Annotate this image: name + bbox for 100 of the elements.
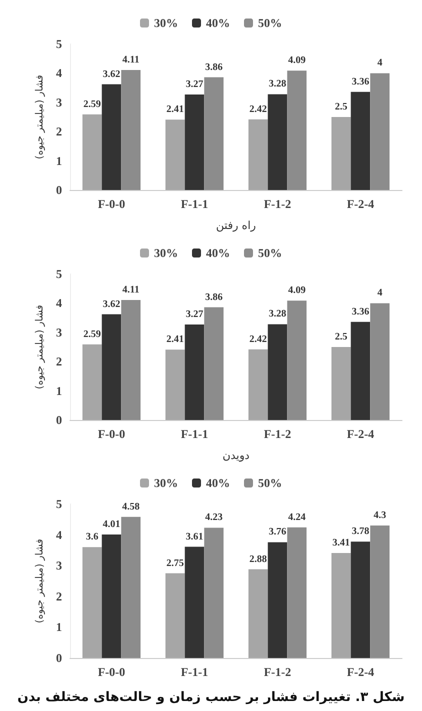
x-tick-label: F-1-2 [264,665,292,679]
data-label: 2.59 [83,328,101,340]
data-label: 2.42 [249,334,267,345]
x-tick-label: F-2-4 [346,427,374,441]
legend-label: 40% [206,16,230,30]
data-label: 4.11 [122,284,140,296]
bar [350,92,370,190]
bar [287,70,307,190]
legend-label: 40% [206,246,230,260]
y-tick-label: 5 [56,497,62,511]
y-tick-label: 4 [56,296,62,310]
text: شکل ۳. تغییرات فشار بر حسب زمان و حالت‌های مختلف بدن [17,690,405,705]
y-tick-label: 2 [56,354,62,369]
data-label: 3.36 [352,76,370,88]
data-label: 3.78 [352,526,370,538]
data-label: 4.01 [102,518,120,530]
data-label: 3.62 [102,298,120,310]
data-label: 2.41 [166,334,184,346]
x-axis-title: راه رفتن [216,219,256,232]
bar [102,84,122,190]
data-label: 3.86 [205,292,223,303]
bar [102,314,122,420]
bar [268,94,288,190]
bar [287,300,307,420]
legend-label: 30% [154,246,178,260]
data-label: 3.86 [205,62,223,73]
data-label: 4.3 [374,510,386,522]
x-tick-label: F-0-0 [98,427,126,441]
bar [370,73,390,190]
bar [184,546,204,658]
bar [82,547,102,658]
y-tick-label: 4 [56,66,62,80]
y-axis-title: فشار (میلیمتر جیوه) [34,304,46,390]
y-tick-label: 0 [56,413,62,427]
legend-label: 30% [154,16,178,30]
bar [184,94,204,190]
bar [248,119,268,190]
x-tick-label: F-1-2 [264,197,292,211]
data-label: 2.88 [249,554,267,565]
bar [350,322,370,420]
y-tick-label: 2 [56,589,62,604]
bar [287,527,307,658]
data-label: 2.5 [334,102,348,112]
bar [165,120,185,190]
bar [331,347,351,420]
data-label: 3.28 [268,308,286,320]
data-label: 3.61 [186,531,204,542]
bar [204,528,224,658]
x-tick-label: F-2-4 [346,665,374,679]
bar [268,542,288,658]
y-tick-label: 3 [56,558,62,573]
bar [102,534,122,658]
legend-label: 30% [154,476,178,490]
data-label: 3.76 [268,526,286,538]
data-label: 4.24 [288,512,306,523]
y-axis-title: فشار (میلیمتر جیوه) [34,538,46,624]
data-label: 3.41 [332,537,350,548]
legend-label: 40% [206,476,230,490]
data-label: 2.59 [83,98,101,110]
bar [121,300,141,420]
data-label: 3.28 [268,78,286,90]
bar [370,526,390,658]
data-label: 2.41 [166,104,184,116]
y-tick-label: 3 [56,325,62,340]
x-tick-label: F-2-4 [346,197,374,211]
bar [331,117,351,190]
legend-label: 50% [258,16,282,30]
y-tick-label: 1 [56,620,62,634]
x-tick-label: F-1-2 [264,427,292,441]
y-tick-label: 1 [56,154,62,168]
bar [121,70,141,190]
data-label: 4 [377,288,382,299]
bar [248,349,268,420]
bar [121,516,141,658]
y-tick-label: 1 [56,384,62,398]
y-tick-label: 5 [56,37,62,51]
bar [204,307,224,420]
data-label: 2.75 [166,558,184,569]
x-tick-label: F-1-1 [180,427,208,441]
data-label: 4.11 [122,54,140,66]
data-label: 2.5 [334,332,348,342]
bar [268,324,288,420]
bar [165,573,185,658]
data-label: 4.09 [288,285,306,296]
y-tick-label: 3 [56,95,62,110]
bar [204,77,224,190]
data-label: 3.36 [352,306,370,318]
bar [82,344,102,420]
y-tick-label: 4 [56,528,62,542]
x-tick-label: F-0-0 [98,665,126,679]
data-label: 3.27 [186,79,204,90]
data-label: 3.62 [102,68,120,80]
bar [82,114,102,190]
legend-label: 50% [258,476,282,490]
data-label: 4.58 [122,501,140,512]
data-label: 2.42 [249,104,267,115]
data-label: 3.6 [86,532,98,543]
data-label: 4.23 [205,512,223,524]
y-tick-label: 0 [56,651,62,665]
bar [350,542,370,658]
